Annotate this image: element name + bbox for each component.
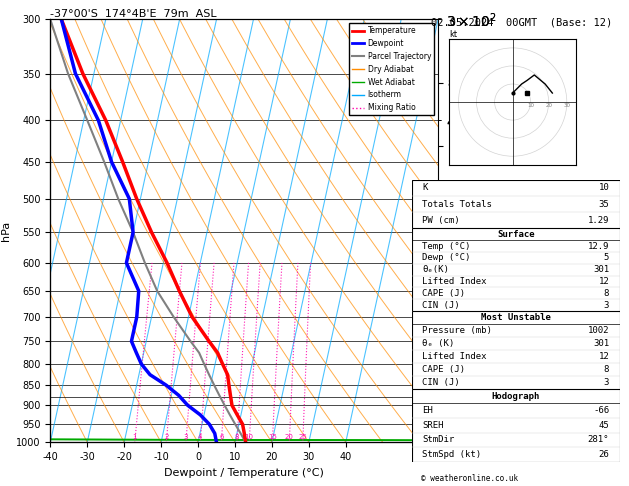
Text: -37°00'S  174°4B'E  79m  ASL: -37°00'S 174°4B'E 79m ASL xyxy=(50,9,217,18)
FancyBboxPatch shape xyxy=(412,389,620,462)
Text: Temp (°C): Temp (°C) xyxy=(423,242,470,251)
Text: 35: 35 xyxy=(598,200,610,208)
Text: 301: 301 xyxy=(593,339,610,348)
Text: Most Unstable: Most Unstable xyxy=(481,313,551,322)
Text: 1002: 1002 xyxy=(587,326,610,335)
Text: 5: 5 xyxy=(604,253,610,262)
Text: 12: 12 xyxy=(598,277,610,286)
Text: θₑ(K): θₑ(K) xyxy=(423,265,449,274)
Text: Lifted Index: Lifted Index xyxy=(423,277,487,286)
Text: StmDir: StmDir xyxy=(423,435,455,444)
Text: 10: 10 xyxy=(527,104,534,108)
Text: 20: 20 xyxy=(285,434,294,440)
Text: CAPE (J): CAPE (J) xyxy=(423,289,465,298)
Text: 02.05.2024  00GMT  (Base: 12): 02.05.2024 00GMT (Base: 12) xyxy=(431,17,612,27)
X-axis label: Dewpoint / Temperature (°C): Dewpoint / Temperature (°C) xyxy=(164,468,324,478)
Text: PW (cm): PW (cm) xyxy=(423,216,460,225)
Text: θₑ (K): θₑ (K) xyxy=(423,339,455,348)
FancyBboxPatch shape xyxy=(412,311,620,389)
Text: 301: 301 xyxy=(593,265,610,274)
Text: 8: 8 xyxy=(235,434,239,440)
Text: SREH: SREH xyxy=(423,421,444,430)
Text: 12: 12 xyxy=(598,352,610,361)
Y-axis label: km
ASL: km ASL xyxy=(508,220,526,242)
Text: CIN (J): CIN (J) xyxy=(423,378,460,387)
Text: Pressure (mb): Pressure (mb) xyxy=(423,326,493,335)
Text: Hodograph: Hodograph xyxy=(492,392,540,400)
Text: 25: 25 xyxy=(298,434,307,440)
Text: 8: 8 xyxy=(604,365,610,374)
Text: 6: 6 xyxy=(219,434,223,440)
Text: K: K xyxy=(423,183,428,192)
Text: 20: 20 xyxy=(545,104,552,108)
Text: 2: 2 xyxy=(164,434,169,440)
Text: 12.9: 12.9 xyxy=(587,242,610,251)
Text: 26: 26 xyxy=(598,450,610,459)
Text: 45: 45 xyxy=(598,421,610,430)
FancyBboxPatch shape xyxy=(412,228,620,311)
Text: 1.29: 1.29 xyxy=(587,216,610,225)
Text: Dewp (°C): Dewp (°C) xyxy=(423,253,470,262)
Text: 3: 3 xyxy=(184,434,188,440)
Text: 3: 3 xyxy=(604,301,610,310)
Text: 10: 10 xyxy=(598,183,610,192)
Legend: Temperature, Dewpoint, Parcel Trajectory, Dry Adiabat, Wet Adiabat, Isotherm, Mi: Temperature, Dewpoint, Parcel Trajectory… xyxy=(349,23,434,115)
Text: 8: 8 xyxy=(604,289,610,298)
FancyBboxPatch shape xyxy=(412,180,620,228)
Text: Totals Totals: Totals Totals xyxy=(423,200,493,208)
Text: Lifted Index: Lifted Index xyxy=(423,352,487,361)
Text: 1: 1 xyxy=(133,434,137,440)
Text: 10: 10 xyxy=(245,434,253,440)
Text: CIN (J): CIN (J) xyxy=(423,301,460,310)
Y-axis label: hPa: hPa xyxy=(1,221,11,241)
Text: StmSpd (kt): StmSpd (kt) xyxy=(423,450,481,459)
Text: CAPE (J): CAPE (J) xyxy=(423,365,465,374)
Text: kt: kt xyxy=(450,30,457,39)
Text: 30: 30 xyxy=(564,104,571,108)
Text: LCL: LCL xyxy=(438,393,453,402)
Text: © weatheronline.co.uk: © weatheronline.co.uk xyxy=(421,474,518,483)
Text: -66: -66 xyxy=(593,406,610,415)
Text: 4: 4 xyxy=(198,434,203,440)
Text: Surface: Surface xyxy=(497,230,535,239)
Text: EH: EH xyxy=(423,406,433,415)
Text: 3: 3 xyxy=(604,378,610,387)
Text: 281°: 281° xyxy=(587,435,610,444)
Text: 15: 15 xyxy=(268,434,277,440)
